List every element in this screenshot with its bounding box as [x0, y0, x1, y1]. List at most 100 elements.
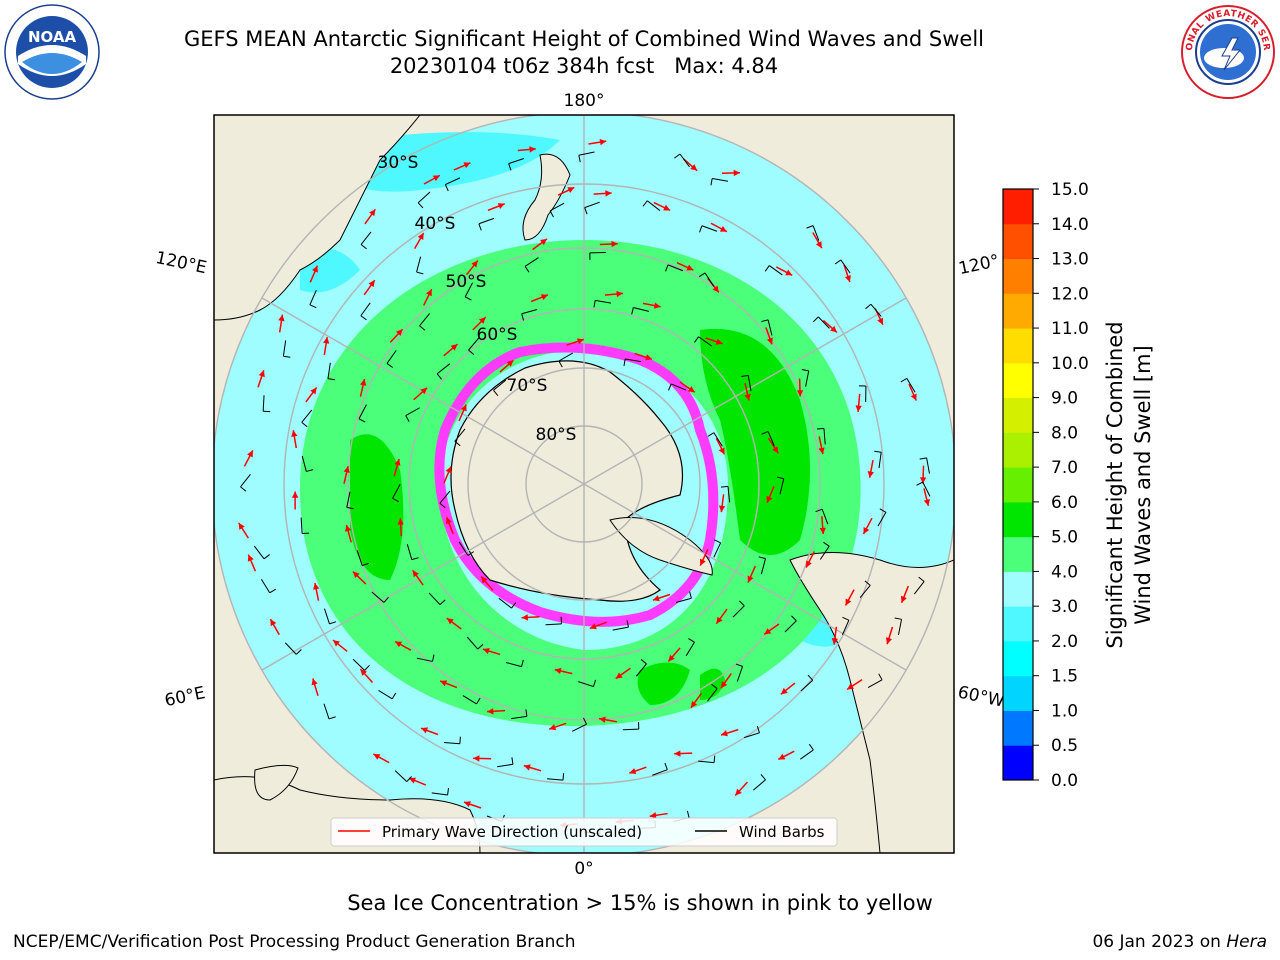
wind-barb-flag	[735, 663, 743, 667]
wave-direction-arrowhead	[686, 264, 694, 271]
wave-direction-arrowhead	[718, 447, 725, 455]
wave-direction-arrowhead	[735, 788, 742, 796]
wind-barb-flag	[419, 325, 426, 331]
wave-direction-arrowhead	[715, 338, 723, 345]
lat-label-30s: 30°S	[378, 153, 419, 173]
wave-direction-arrowhead	[645, 354, 652, 361]
wind-barb-flag	[417, 202, 424, 209]
wind-barb-staff	[744, 732, 760, 739]
colorbar-tick-label: 15.0	[1051, 180, 1089, 200]
wind-barb-staff	[439, 490, 451, 504]
wave-direction-arrowhead	[718, 505, 726, 513]
wind-barb-staff	[240, 474, 251, 488]
wind-barb-staff	[324, 608, 330, 624]
wind-barb-flag	[295, 649, 302, 655]
latitude-labels: 30°S 40°S 50°S 60°S 70°S 80°S	[378, 153, 577, 445]
wind-barb-flag	[879, 508, 887, 513]
wave-direction-arrowhead	[690, 700, 698, 708]
new-zealand	[522, 153, 571, 241]
wind-barb-staff	[454, 428, 466, 442]
wave-direction-arrowhead	[313, 582, 320, 590]
colorbar-segment	[1003, 328, 1033, 364]
wind-barb-flag	[916, 481, 923, 486]
wind-barb-flag	[761, 319, 769, 323]
wave-direction-arrowhead	[855, 405, 862, 412]
wind-barb-staff	[260, 578, 271, 594]
wave-direction-arrowhead	[270, 619, 277, 627]
graticule	[214, 115, 954, 853]
wave-direction-arrowhead	[778, 753, 786, 760]
wave-direction-arrowhead	[481, 576, 488, 584]
wind-barb-flag	[511, 602, 517, 609]
wind-barb-flag	[674, 153, 681, 159]
wind-barb-staff	[352, 658, 365, 671]
wind-barb-staff	[578, 681, 594, 688]
footer-date: 06 Jan 2023 on Hera	[1092, 932, 1267, 952]
wave-direction-arrowhead	[463, 801, 471, 808]
wind-barb-flag	[640, 659, 647, 665]
wind-barb-flag	[477, 644, 484, 650]
colorbar-segment	[1003, 745, 1033, 781]
colorbar: 0.0 0.5 1.0 1.5 2.0 3.0 4.0 5.0 6.0 7.0 8.0 9.0 10.0…	[1002, 180, 1089, 791]
wind-barb-staff	[698, 336, 712, 347]
wind-barb-flag	[864, 580, 871, 586]
wave-direction-arrowhead	[780, 687, 788, 695]
wave-direction-arrowhead	[412, 570, 419, 578]
wind-barb-staff	[497, 763, 514, 768]
wind-barb-flag	[444, 184, 449, 192]
wind-barb-flag	[283, 355, 291, 358]
wind-barb-staff	[667, 264, 684, 272]
footer-date-text: 06 Jan 2023 on	[1092, 932, 1221, 952]
wind-barb-staff	[704, 272, 715, 287]
wave-direction-arrowhead	[910, 393, 917, 401]
wind-barb-staff	[521, 309, 538, 315]
colorbar-segment	[1003, 675, 1033, 711]
wind-barb-flag	[525, 709, 528, 717]
wave-direction-arrowhead	[310, 387, 317, 395]
wind-barb-staff	[545, 623, 562, 626]
wind-barb-flag	[578, 155, 581, 163]
wind-barb-flag	[764, 265, 770, 272]
wave-direction-arrowhead	[352, 571, 360, 579]
colorbar-tick-label: 9.0	[1051, 389, 1078, 409]
wind-barb-flag	[454, 440, 461, 447]
wave-direction-arrowhead	[845, 598, 852, 606]
wave-direction-arrowhead	[819, 527, 826, 535]
wave-direction-arrowhead	[521, 614, 529, 621]
wave-direction-arrowhead	[506, 360, 514, 367]
wind-barb-flag	[756, 725, 760, 733]
wave-direction-arrowhead	[478, 317, 486, 324]
wind-barb-flag	[699, 225, 703, 233]
colorbar-label-line2: Wind Waves and Swell [m]	[1131, 345, 1155, 625]
wave-direction-arrowhead	[473, 755, 480, 762]
colorbar-segment	[1003, 189, 1033, 225]
lon-label-upper-right: 120°	[957, 251, 1001, 279]
lat-label-70s: 70°S	[507, 376, 548, 396]
wind-barb-staff	[760, 558, 766, 575]
wind-barb-flag	[631, 307, 634, 315]
legend-wave-label: Primary Wave Direction (unscaled)	[382, 823, 642, 841]
wave-direction-arrowhead	[766, 495, 773, 503]
wind-barb-flag	[468, 349, 475, 356]
wind-barb-flag	[741, 374, 749, 378]
colorbar-tick-label: 13.0	[1051, 250, 1089, 270]
wind-barb-flag	[346, 506, 354, 510]
wind-barb-flag	[808, 743, 814, 751]
wind-barb-staff	[877, 512, 887, 527]
wind-barb-staff	[713, 432, 723, 447]
wave-direction-arrowhead	[247, 450, 253, 458]
wind-barb-flag	[807, 674, 814, 681]
chart-subtitle: 20230104 t06z 384h fcst Max: 4.84	[389, 54, 779, 78]
wind-barb-flag	[386, 363, 393, 368]
wind-barb-staff	[769, 265, 783, 276]
wind-barb-flag	[686, 810, 690, 818]
wave-direction-arrowhead	[629, 768, 637, 775]
colorbar-segment	[1003, 640, 1033, 677]
wave-direction-arrowhead	[764, 628, 772, 635]
wind-barb-staff	[572, 723, 587, 732]
wave-direction-arrowhead	[333, 640, 340, 647]
wind-barb-staff	[282, 340, 287, 357]
wind-barb-flag	[593, 679, 597, 687]
wind-barb-flag	[801, 369, 809, 372]
national-weather-service-logo: NATIONAL WEATHER SERVICE	[1176, 0, 1276, 100]
